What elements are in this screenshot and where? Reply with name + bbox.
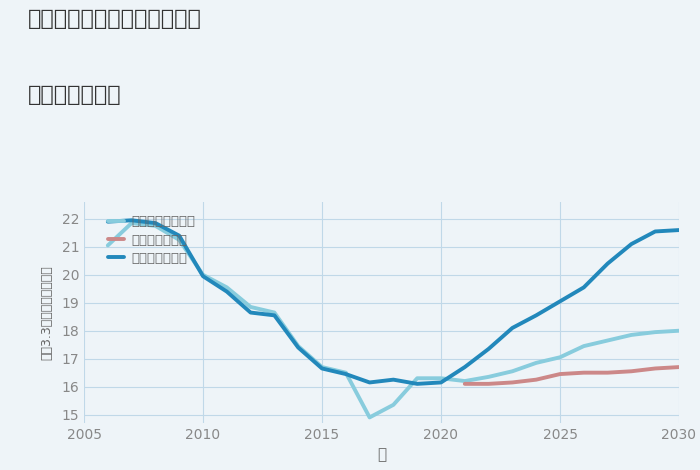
バッドシナリオ xyxy=(556,371,564,377)
Line: グッドシナリオ: グッドシナリオ xyxy=(108,220,679,384)
ノーマルシナリオ xyxy=(199,272,207,278)
ノーマルシナリオ xyxy=(270,310,279,315)
ノーマルシナリオ xyxy=(342,370,350,376)
バッドシナリオ xyxy=(675,364,683,370)
グッドシナリオ xyxy=(151,220,160,226)
ノーマルシナリオ xyxy=(627,332,636,338)
ノーマルシナリオ xyxy=(389,402,398,407)
バッドシナリオ xyxy=(532,377,540,383)
グッドシナリオ xyxy=(484,346,493,352)
ノーマルシナリオ xyxy=(104,243,112,248)
バッドシナリオ xyxy=(580,370,588,376)
Y-axis label: 坪（3.3㎡）単価（万円）: 坪（3.3㎡）単価（万円） xyxy=(40,265,53,360)
グッドシナリオ xyxy=(508,325,517,331)
ノーマルシナリオ xyxy=(532,360,540,366)
バッドシナリオ xyxy=(461,381,469,387)
バッドシナリオ xyxy=(484,381,493,387)
Line: ノーマルシナリオ: ノーマルシナリオ xyxy=(108,223,679,417)
グッドシナリオ xyxy=(675,227,683,233)
グッドシナリオ xyxy=(580,284,588,290)
ノーマルシナリオ xyxy=(603,337,612,343)
グッドシナリオ xyxy=(532,313,540,318)
グッドシナリオ xyxy=(627,241,636,247)
X-axis label: 年: 年 xyxy=(377,447,386,462)
グッドシナリオ xyxy=(294,345,302,350)
グッドシナリオ xyxy=(223,289,231,294)
ノーマルシナリオ xyxy=(675,328,683,334)
バッドシナリオ xyxy=(508,380,517,385)
ノーマルシナリオ xyxy=(246,304,255,310)
グッドシナリオ xyxy=(318,366,326,371)
ノーマルシナリオ xyxy=(318,364,326,370)
ノーマルシナリオ xyxy=(175,237,183,243)
Text: 土地の価格推移: 土地の価格推移 xyxy=(28,85,122,105)
ノーマルシナリオ xyxy=(365,415,374,420)
グッドシナリオ xyxy=(651,228,659,234)
グッドシナリオ xyxy=(603,261,612,266)
バッドシナリオ xyxy=(651,366,659,371)
グッドシナリオ xyxy=(246,310,255,315)
バッドシナリオ xyxy=(627,368,636,374)
グッドシナリオ xyxy=(437,380,445,385)
ノーマルシナリオ xyxy=(223,284,231,290)
ノーマルシナリオ xyxy=(413,376,421,381)
ノーマルシナリオ xyxy=(508,368,517,374)
グッドシナリオ xyxy=(342,371,350,377)
グッドシナリオ xyxy=(270,313,279,318)
グッドシナリオ xyxy=(175,233,183,238)
ノーマルシナリオ xyxy=(556,354,564,360)
ノーマルシナリオ xyxy=(127,220,136,226)
グッドシナリオ xyxy=(365,380,374,385)
Legend: ノーマルシナリオ, バッドシナリオ, グッドシナリオ: ノーマルシナリオ, バッドシナリオ, グッドシナリオ xyxy=(108,215,195,265)
グッドシナリオ xyxy=(556,298,564,304)
Line: バッドシナリオ: バッドシナリオ xyxy=(465,367,679,384)
ノーマルシナリオ xyxy=(484,374,493,380)
グッドシナリオ xyxy=(104,219,112,225)
グッドシナリオ xyxy=(199,274,207,279)
ノーマルシナリオ xyxy=(151,223,160,229)
ノーマルシナリオ xyxy=(294,343,302,349)
ノーマルシナリオ xyxy=(461,378,469,384)
バッドシナリオ xyxy=(603,370,612,376)
ノーマルシナリオ xyxy=(437,376,445,381)
ノーマルシナリオ xyxy=(651,329,659,335)
グッドシナリオ xyxy=(127,218,136,223)
グッドシナリオ xyxy=(389,377,398,383)
グッドシナリオ xyxy=(413,381,421,387)
グッドシナリオ xyxy=(461,364,469,370)
Text: 兵庫県豊岡市但東町奥矢根の: 兵庫県豊岡市但東町奥矢根の xyxy=(28,9,202,30)
ノーマルシナリオ xyxy=(580,343,588,349)
